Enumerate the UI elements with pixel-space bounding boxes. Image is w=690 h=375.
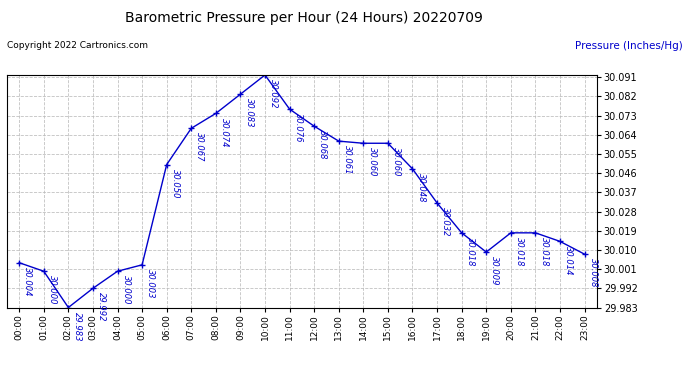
Text: 30.048: 30.048 [417,173,426,202]
Text: 30.018: 30.018 [540,237,549,267]
Text: 30.000: 30.000 [48,275,57,305]
Text: 30.008: 30.008 [589,258,598,288]
Text: 30.067: 30.067 [195,132,204,162]
Text: 29.992: 29.992 [97,292,106,322]
Text: 30.009: 30.009 [491,256,500,286]
Text: 30.003: 30.003 [146,269,155,298]
Text: 30.032: 30.032 [441,207,451,237]
Text: 30.074: 30.074 [220,117,229,147]
Text: 30.092: 30.092 [269,79,278,109]
Text: 30.061: 30.061 [343,145,352,175]
Text: 30.018: 30.018 [466,237,475,267]
Text: 30.018: 30.018 [515,237,524,267]
Text: Pressure (Inches/Hg): Pressure (Inches/Hg) [575,41,683,51]
Text: 29.983: 29.983 [72,312,81,341]
Text: Barometric Pressure per Hour (24 Hours) 20220709: Barometric Pressure per Hour (24 Hours) … [125,11,482,25]
Text: 30.068: 30.068 [318,130,327,160]
Text: 30.060: 30.060 [368,147,377,177]
Text: Copyright 2022 Cartronics.com: Copyright 2022 Cartronics.com [7,41,148,50]
Text: 30.060: 30.060 [392,147,401,177]
Text: 30.000: 30.000 [121,275,130,305]
Text: 30.050: 30.050 [171,169,180,198]
Text: 30.014: 30.014 [564,246,573,275]
Text: 30.083: 30.083 [244,98,254,128]
Text: 30.076: 30.076 [294,113,303,143]
Text: 30.004: 30.004 [23,267,32,296]
